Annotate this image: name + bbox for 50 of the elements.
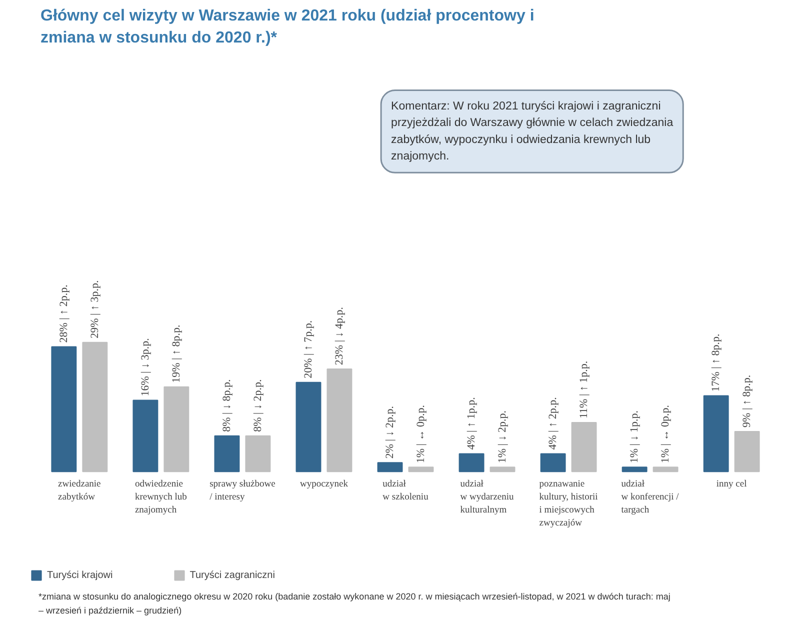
x-tick-label: zwiedzanie zabytków [58,480,101,503]
bar [703,395,729,472]
x-tick-label: wypoczynek [300,480,348,490]
bar [571,422,597,472]
bar [408,466,434,472]
data-label: 8% | ↓ 2p.p. [252,379,264,432]
bar [540,453,566,472]
bar [51,346,77,472]
data-label: 1% | ↔ 0p.p. [660,404,672,464]
bar [296,382,322,472]
data-label: 20% | ↑ 7p.p. [302,320,314,378]
data-label: 2% | ↓ 2p.p. [384,406,396,459]
data-label: 1% | ↓ 1p.p. [628,410,641,464]
bar [652,466,678,472]
x-tick-label: udział w szkoleniu [382,480,429,503]
x-tick-label: poznawanie kultury, historii i miejscowych zwyczajów [539,480,598,529]
data-label: 16% | ↓ 3p.p. [139,338,152,396]
bar [622,466,648,472]
x-tick-label: sprawy służbowe / interesy [210,480,276,503]
x-tick-label: odwiedzenie krewnych lub znajomych [134,480,188,516]
data-label: 8% | ↓ 8p.p. [220,379,233,432]
data-label: 17% | ↑ 8p.p. [710,333,722,392]
data-label: 9% | ↑ 8p.p. [741,374,754,428]
data-label: 4% | ↑ 1p.p. [466,396,478,450]
x-tick-label: udział w wydarzeniu kulturalnym [460,480,514,516]
bar [734,430,760,472]
bar [214,435,240,472]
bar [245,435,271,472]
x-tick-label: inny cel [716,480,748,490]
bar [132,400,158,472]
chart-title: Główny cel wizyty w Warszawie w 2021 roku (udział procentowy i zmiana w stosunku do 2020 r.)* [40,7,534,46]
text: *zmiana w stosunku do analogicznego okresu w 2020 roku (badanie zostało wykonane w 2020 r. w miesiącach wrzesień-listopad, w 2021 w dwóch turach: maj – wrzesień i październik – grudzień) [38,592,670,616]
bar [164,386,190,472]
legend-label: Turyści zagraniczni [190,570,275,580]
bar [490,466,516,472]
bar [377,462,403,472]
data-label: 23% | ↓ 4p.p. [333,306,346,366]
data-label: 11% | ↑ 1p.p. [578,360,590,419]
data-label: 28% | ↑ 2p.p. [58,284,70,343]
data-label: 29% | ↑ 3p.p. [88,280,101,338]
bar [82,342,108,472]
legend-label: Turyści krajowi [47,570,113,580]
data-label: 1% | ↓ 2p.p. [496,410,509,464]
bar [326,368,352,472]
x-tick-label: udział w konferencji / targach [621,480,680,516]
bar [458,453,484,472]
text: Komentarz: W roku 2021 turyści krajowi i zagraniczni przyjeżdżali do Warszawy głównie w celach zwiedzania zabytków, wypoczynku i odwiedzania krewnych lub znajomych. [391,100,674,163]
data-label: 4% | ↑ 2p.p. [547,396,560,450]
data-label: 1% | ↔ 0p.p. [414,404,427,464]
data-label: 19% | ↑ 8p.p. [170,324,182,383]
